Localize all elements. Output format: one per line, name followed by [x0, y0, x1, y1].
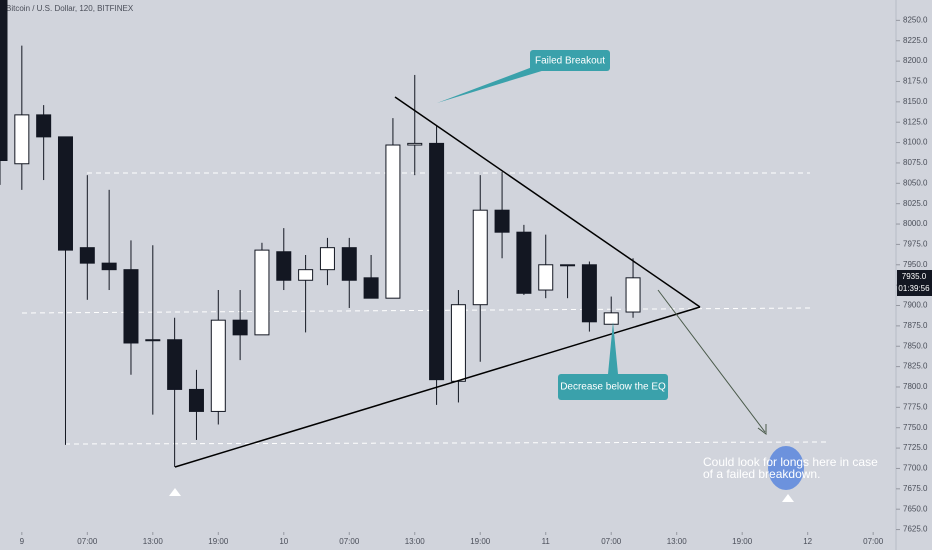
marker — [782, 494, 794, 502]
y-tick-label: 7650.0 — [903, 504, 928, 513]
callout-tail — [608, 322, 618, 374]
candle-body — [36, 114, 52, 138]
y-tick-label: 8100.0 — [903, 138, 928, 147]
y-tick-label: 8025.0 — [903, 199, 928, 208]
candle-body — [407, 142, 423, 146]
y-tick-label: 7675.0 — [903, 484, 928, 493]
trend-line — [394, 96, 701, 308]
candle-body — [494, 209, 510, 233]
candle-body — [538, 264, 554, 291]
x-tick-label: 19:00 — [208, 537, 229, 546]
y-tick-label: 8175.0 — [903, 77, 928, 86]
level-line — [64, 441, 831, 445]
y-tick-label: 8050.0 — [903, 178, 928, 187]
candle-body — [603, 312, 619, 325]
x-tick-label: 07:00 — [863, 537, 884, 546]
candle-body — [123, 269, 139, 344]
highlight — [768, 446, 804, 490]
candle-body — [14, 114, 30, 165]
candle-body — [625, 277, 641, 313]
arrow — [657, 289, 766, 433]
candle-body — [450, 304, 466, 382]
candle-body — [79, 247, 95, 264]
candle-body — [516, 231, 532, 294]
x-tick-label: 07:00 — [339, 537, 360, 546]
y-tick-label: 8200.0 — [903, 56, 928, 65]
x-tick-label: 13:00 — [405, 537, 426, 546]
marker — [169, 488, 181, 496]
callout — [530, 50, 610, 71]
candle-body — [145, 339, 161, 342]
x-tick-label: 19:00 — [470, 537, 491, 546]
candle-body — [101, 262, 117, 271]
candle-body — [0, 0, 8, 161]
y-tick-label: 7850.0 — [903, 341, 928, 350]
annotation: Failed Breakout — [535, 56, 605, 67]
x-tick-label: 9 — [20, 537, 25, 546]
candle-body — [188, 388, 204, 412]
y-tick-label: 7725.0 — [903, 443, 928, 452]
chart-title: Bitcoin / U.S. Dollar, 120, BITFINEX — [6, 4, 134, 13]
annotation: Could look for longs here in case — [703, 455, 878, 469]
candle-body — [341, 247, 357, 281]
candle-body — [167, 339, 183, 390]
x-tick-label: 07:00 — [601, 537, 622, 546]
candle-body — [276, 251, 292, 281]
candle-body — [319, 247, 335, 271]
last-price-label: 7935.0 — [902, 272, 927, 281]
y-tick-label: 7975.0 — [903, 240, 928, 249]
y-tick-label: 8000.0 — [903, 219, 928, 228]
callout — [558, 374, 668, 400]
annotation: Decrease below the EQ — [560, 382, 666, 393]
x-tick-label: 12 — [803, 537, 812, 546]
candle-body — [385, 144, 401, 299]
y-tick-label: 8075.0 — [903, 158, 928, 167]
y-tick-label: 8225.0 — [903, 36, 928, 45]
y-tick-label: 7800.0 — [903, 382, 928, 391]
y-tick-label: 8250.0 — [903, 15, 928, 24]
x-tick-label: 10 — [279, 537, 288, 546]
candle-body — [254, 249, 270, 336]
y-tick-label: 7775.0 — [903, 402, 928, 411]
y-tick-label: 8150.0 — [903, 97, 928, 106]
candle-body — [210, 319, 226, 412]
arrow-head — [757, 424, 767, 435]
candle-body — [429, 142, 445, 381]
x-tick-label: 07:00 — [77, 537, 98, 546]
candle-body — [298, 269, 314, 281]
candle-body — [232, 319, 248, 336]
y-tick-label: 7625.0 — [903, 525, 928, 534]
y-tick-label: 7700.0 — [903, 464, 928, 473]
plot-area — [0, 0, 831, 467]
last-price-tag — [897, 269, 932, 296]
x-tick-label: 13:00 — [143, 537, 164, 546]
y-tick-label: 7950.0 — [903, 260, 928, 269]
annotation: of a failed breakdown. — [703, 467, 820, 481]
countdown: 01:39:56 — [898, 284, 930, 293]
y-tick-label: 8125.0 — [903, 117, 928, 126]
x-tick-label: 19:00 — [732, 537, 753, 546]
candle-body — [472, 209, 488, 306]
y-tick-label: 7900.0 — [903, 301, 928, 310]
x-tick-label: 11 — [542, 537, 551, 546]
candle-body — [560, 264, 576, 267]
y-tick-label: 7875.0 — [903, 321, 928, 330]
candle-body — [363, 277, 379, 299]
candle-body — [581, 264, 597, 323]
y-tick-label: 7825.0 — [903, 362, 928, 371]
callout-tail — [437, 66, 545, 103]
drawings: Failed Breakout Decrease below the EQ Coul… — [169, 50, 878, 502]
y-tick-label: 7750.0 — [903, 423, 928, 432]
x-tick-label: 13:00 — [667, 537, 688, 546]
candle-body — [57, 136, 73, 251]
